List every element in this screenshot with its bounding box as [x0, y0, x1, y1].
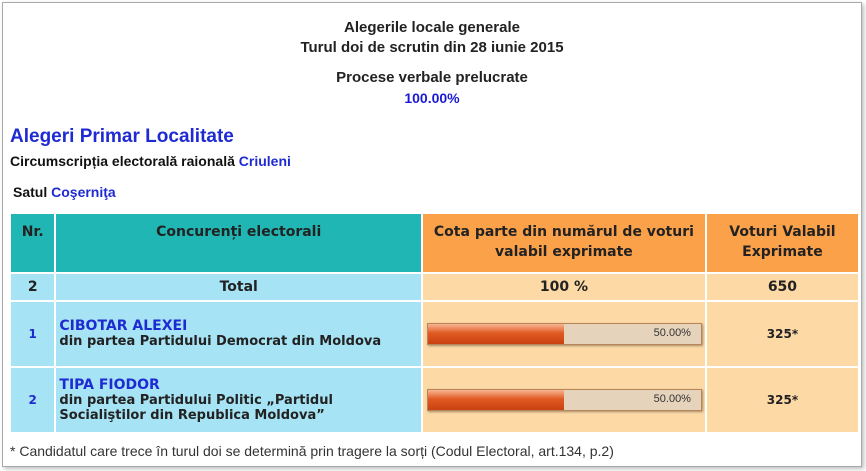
table-row: 1 CIBOTAR ALEXEI din partea Partidului D…	[8, 300, 861, 368]
share-bar-fill	[427, 324, 565, 344]
candidate-name[interactable]: TIPA FIODOR	[59, 376, 160, 393]
share-bar-label: 50.00%	[653, 393, 691, 405]
election-title: Alegerile locale generale	[344, 19, 520, 36]
total-share: 100 %	[420, 272, 707, 302]
village-link[interactable]: Coşerniţa	[51, 184, 116, 200]
section-title: Alegeri Primar Localitate	[10, 126, 234, 147]
table-header-row: Nr. Concurenți electorali Cota parte din…	[8, 212, 861, 274]
total-nr: 2	[8, 272, 57, 302]
candidate-nr: 2	[8, 366, 57, 434]
candidate-cell: CIBOTAR ALEXEI din partea Partidului Dem…	[54, 300, 423, 368]
district-label: Circumscripția electorală raională	[10, 153, 235, 169]
share-cell: 50.00%	[420, 366, 707, 434]
table-row: 2 TIPA FIODOR din partea Partidului Poli…	[8, 366, 861, 434]
total-label: Total	[54, 272, 423, 302]
candidate-votes: 325*	[704, 366, 861, 434]
round-subtitle: Turul doi de scrutin din 28 iunie 2015	[300, 39, 564, 56]
share-bar: 50.00%	[426, 323, 702, 345]
footnote: * Candidatul care trece în turul doi se …	[10, 443, 614, 459]
col-header-share: Cota parte din numărul de voturi valabil…	[420, 212, 707, 274]
village-label: Satul	[13, 184, 48, 200]
share-bar-fill	[427, 390, 565, 410]
share-cell: 50.00%	[420, 300, 707, 368]
candidate-party: din partea Partidului Democrat din Moldo…	[59, 334, 382, 349]
candidate-party: din partea Partidului Politic „Partidul …	[59, 392, 333, 423]
processed-percentage: 100.00%	[404, 90, 460, 106]
processed-label: Procese verbale prelucrate	[336, 69, 528, 86]
total-votes: 650	[704, 272, 861, 302]
share-bar: 50.00%	[426, 389, 702, 411]
candidate-name[interactable]: CIBOTAR ALEXEI	[59, 318, 188, 334]
results-table: Nr. Concurenți electorali Cota parte din…	[8, 212, 861, 434]
candidate-nr: 1	[8, 300, 57, 368]
col-header-candidates: Concurenți electorali	[54, 212, 423, 274]
candidate-votes: 325*	[704, 300, 861, 368]
col-header-nr: Nr.	[8, 212, 57, 274]
village-line: Satul Coşerniţa	[13, 184, 116, 200]
district-link[interactable]: Criuleni	[238, 153, 291, 169]
col-header-votes: Voturi Valabil Exprimate	[704, 212, 861, 274]
total-row: 2 Total 100 % 650	[8, 272, 861, 302]
district-line: Circumscripția electorală raională Criul…	[10, 153, 291, 169]
candidate-cell: TIPA FIODOR din partea Partidului Politi…	[54, 366, 423, 434]
share-bar-label: 50.00%	[653, 327, 691, 339]
